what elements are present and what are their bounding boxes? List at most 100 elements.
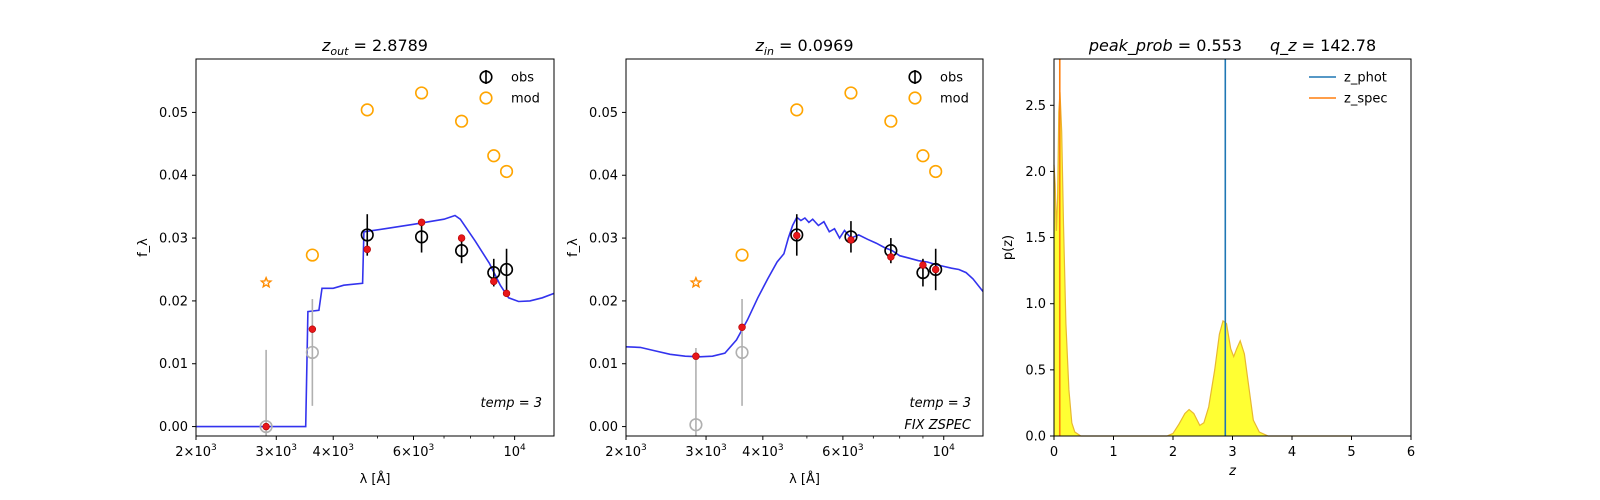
ytick-label-1: 0.01 bbox=[589, 357, 618, 372]
model-flux-point-4 bbox=[457, 234, 466, 242]
xtick-label-6: 6 bbox=[1407, 445, 1415, 460]
xtick-label-4: 4 bbox=[1288, 445, 1296, 460]
legend-marker-mod bbox=[479, 91, 493, 105]
xtick-exponent: 3 bbox=[291, 443, 297, 453]
xtick-label-2: 4×103 bbox=[742, 443, 783, 460]
xtick-label-3: 6×103 bbox=[393, 443, 434, 460]
xtick-times: ×10 bbox=[694, 445, 721, 460]
obs-point-1 bbox=[305, 345, 319, 360]
mod-point-2 bbox=[844, 86, 858, 100]
mod-point-4 bbox=[487, 149, 501, 163]
x-axis-label: λ [Å] bbox=[360, 471, 391, 487]
xtick-label-3: 6×103 bbox=[822, 443, 863, 460]
title-var: z bbox=[755, 36, 765, 55]
model-flux-point-4 bbox=[887, 253, 895, 261]
obs-point-0 bbox=[259, 419, 273, 434]
xtick-exponent: 4 bbox=[520, 443, 526, 453]
title-value: = 0.0969 bbox=[774, 36, 854, 55]
ytick-label-0: 0.00 bbox=[159, 420, 188, 435]
mod-point-3 bbox=[884, 114, 898, 128]
xtick-label-3: 3 bbox=[1228, 445, 1236, 460]
y-axis-label: f_λ bbox=[136, 238, 151, 257]
model-flux-point-6 bbox=[931, 265, 940, 274]
mod-point-5 bbox=[499, 164, 514, 179]
sed-curve bbox=[626, 216, 983, 358]
mod-point-1 bbox=[790, 103, 804, 117]
x-axis-label: z bbox=[1228, 464, 1237, 479]
model-flux-point-6 bbox=[502, 289, 511, 298]
title-sub: out bbox=[330, 45, 349, 58]
xtick-times: ×10 bbox=[614, 445, 641, 460]
obs-point-2 bbox=[790, 228, 804, 242]
annotation-0: temp = 3 bbox=[481, 396, 542, 411]
obs-point-6 bbox=[499, 262, 514, 277]
mod-point-0 bbox=[735, 248, 749, 262]
xtick-times: ×10 bbox=[401, 445, 428, 460]
title-value: = 2.8789 bbox=[348, 36, 428, 55]
y-axis-label: f_λ bbox=[566, 238, 581, 257]
obs-point-3 bbox=[414, 230, 429, 244]
mod-point-5 bbox=[929, 164, 943, 179]
xtick-exponent: 3 bbox=[211, 443, 217, 453]
axes-frame bbox=[625, 58, 984, 437]
title-label-1: q_z bbox=[1270, 36, 1297, 56]
xtick-label-1: 3×103 bbox=[256, 443, 297, 460]
model-flux-point-5 bbox=[490, 277, 498, 286]
title-var: z bbox=[321, 36, 331, 55]
ytick-label-5: 0.05 bbox=[159, 106, 188, 121]
xtick-times: ×10 bbox=[184, 445, 211, 460]
xtick-label-0: 0 bbox=[1050, 445, 1058, 460]
ytick-label-4: 2.0 bbox=[1025, 165, 1046, 180]
legend-label-z_phot: z_phot bbox=[1344, 71, 1387, 86]
title-label-0: peak_prob bbox=[1088, 36, 1173, 56]
xtick-label-2: 4×103 bbox=[313, 443, 354, 460]
xtick-exponent: 3 bbox=[641, 443, 647, 453]
xtick-exponent: 4 bbox=[949, 443, 955, 453]
pdf-area bbox=[1054, 92, 1352, 436]
xtick-mantissa: 10 bbox=[933, 445, 950, 460]
model-flux-point-0 bbox=[262, 422, 270, 431]
xtick-mantissa: 4 bbox=[313, 445, 321, 460]
ytick-label-3: 1.5 bbox=[1025, 231, 1046, 246]
ytick-label-0: 0.00 bbox=[589, 420, 618, 435]
xtick-label-0: 2×103 bbox=[175, 443, 216, 460]
axes-frame bbox=[195, 58, 555, 437]
title-sub: in bbox=[764, 45, 774, 58]
xtick-label-0: 2×103 bbox=[605, 443, 646, 460]
obs-point-6 bbox=[929, 262, 943, 277]
xtick-mantissa: 3 bbox=[256, 445, 264, 460]
title-value-0: = 0.553 bbox=[1173, 36, 1242, 55]
xtick-label-1: 3×103 bbox=[685, 443, 726, 460]
x-axis-label: λ [Å] bbox=[789, 471, 820, 487]
xtick-label-2: 2 bbox=[1169, 445, 1177, 460]
model-flux-point-3 bbox=[847, 236, 855, 244]
ytick-label-5: 2.5 bbox=[1025, 99, 1046, 114]
xtick-mantissa: 10 bbox=[503, 445, 520, 460]
panel-title: zin = 0.0969 bbox=[755, 36, 854, 58]
xtick-times: ×10 bbox=[321, 445, 348, 460]
legend-label-z_spec: z_spec bbox=[1344, 92, 1388, 107]
ytick-label-5: 0.05 bbox=[589, 106, 618, 121]
panel-left: 0.000.010.020.030.040.052×103 3×103 4×103 6… bbox=[136, 36, 555, 487]
xtick-exponent: 3 bbox=[348, 443, 354, 453]
annotation-1: FIX ZSPEC bbox=[904, 418, 972, 433]
model-flux-point-2 bbox=[363, 245, 371, 254]
xtick-mantissa: 6 bbox=[822, 445, 830, 460]
mod-point-1 bbox=[360, 103, 374, 117]
obs-point-2 bbox=[360, 228, 374, 242]
y-axis-label: p(z) bbox=[1001, 235, 1016, 260]
ytick-label-0: 0.0 bbox=[1025, 430, 1046, 445]
obs-point-1 bbox=[735, 345, 749, 360]
xtick-mantissa: 2 bbox=[175, 445, 183, 460]
legend-label-mod: mod bbox=[511, 92, 540, 107]
ytick-label-2: 0.02 bbox=[159, 294, 188, 309]
model-flux-point-1 bbox=[738, 323, 746, 331]
ytick-label-1: 0.01 bbox=[159, 357, 188, 372]
xtick-mantissa: 3 bbox=[685, 445, 693, 460]
panel-middle: 0.000.010.020.030.040.052×103 3×103 4×103 6… bbox=[566, 36, 984, 487]
ytick-label-1: 0.5 bbox=[1025, 363, 1046, 378]
legend-marker-mod bbox=[908, 91, 922, 105]
ytick-label-2: 0.02 bbox=[589, 294, 618, 309]
sed-curve bbox=[196, 214, 554, 428]
